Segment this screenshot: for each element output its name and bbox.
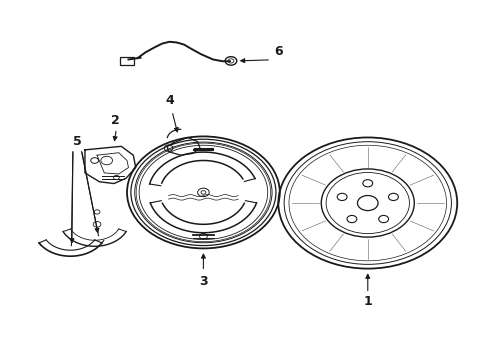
Text: 2: 2: [111, 114, 120, 127]
Bar: [120, 57, 134, 65]
Text: 3: 3: [199, 275, 207, 288]
Text: 4: 4: [165, 94, 174, 107]
Text: 6: 6: [274, 45, 283, 58]
Text: 1: 1: [363, 295, 371, 308]
Text: 5: 5: [73, 135, 82, 148]
